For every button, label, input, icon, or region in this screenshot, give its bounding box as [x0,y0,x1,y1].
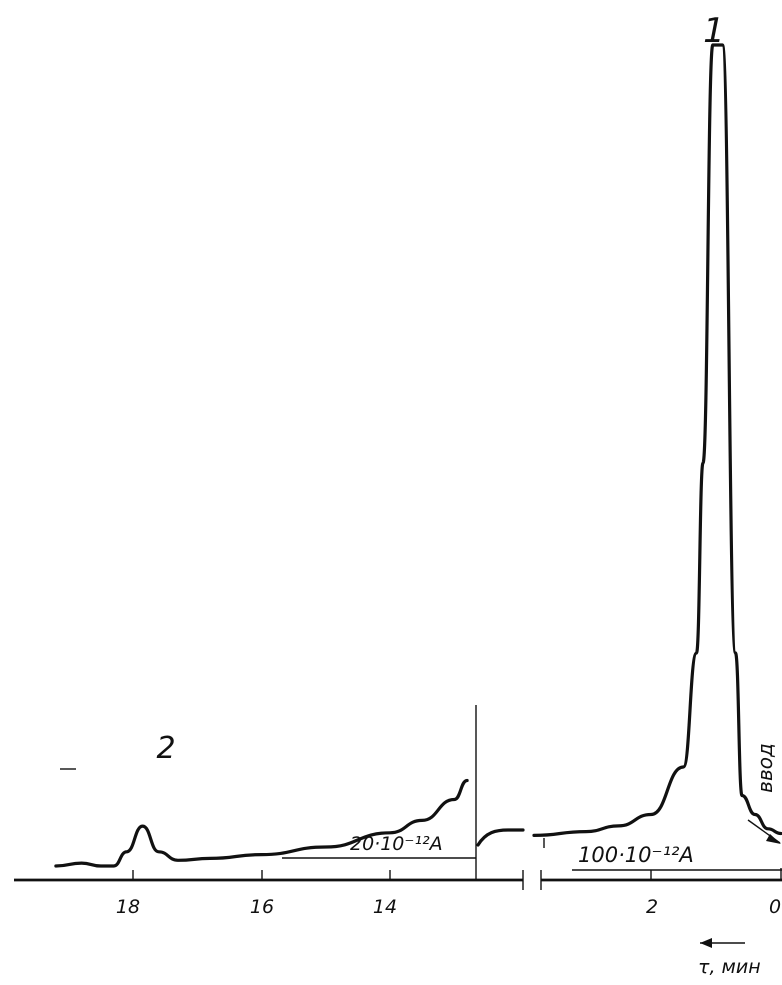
series-line-left [54,778,469,868]
peak-label-1: 1 [703,11,725,51]
x-axis-label: τ, мин [698,956,761,978]
x-tick-label-2: 2 [646,896,658,918]
injection-arrowhead [766,834,781,844]
time-direction-arrowhead [700,938,712,948]
scale-annotation-right: 100·10⁻¹²A [578,843,694,867]
injection-label: ввод [753,743,777,793]
x-tick-label-18: 18 [116,896,140,918]
scale-annotation-left: 20·10⁻¹²A [350,833,443,855]
series-line-right [532,43,782,837]
x-tick-label-0: 0 [769,896,781,918]
peak-label-2: 2 [156,731,175,766]
x-tick-label-16: 16 [250,896,274,918]
series-line-bridge [476,828,525,847]
x-tick-label-14: 14 [373,896,397,918]
